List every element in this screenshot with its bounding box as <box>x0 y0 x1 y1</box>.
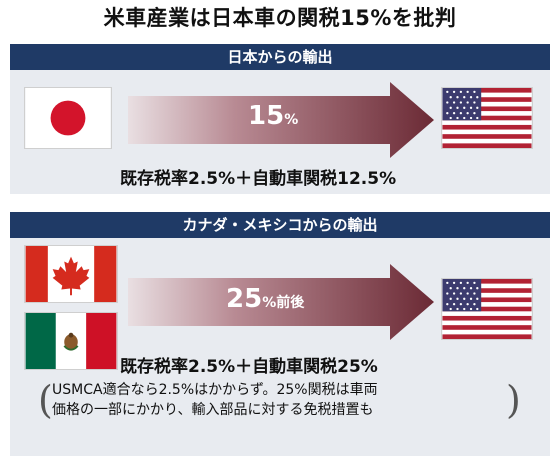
us-flag-japan-panel <box>441 87 533 149</box>
canada-mexico-export-header: カナダ・メキシコからの輸出 <box>10 212 550 238</box>
japan-export-arrow <box>128 82 434 158</box>
mexico-flag <box>24 312 118 370</box>
us-flag-canada-mexico-panel <box>441 278 533 340</box>
canada-mexico-tariff-value: 25 <box>226 284 263 314</box>
japan-rate-breakdown: 既存税率2.5%＋自動車関税12.5% <box>120 169 397 189</box>
figure-title: 米車産業は日本車の関税15%を批判 <box>103 6 457 30</box>
canada-flag <box>24 245 118 303</box>
note-open-paren: ( <box>38 378 53 422</box>
usmca-note-line-2: 価格の一部にかかり、輸入部品に対する免税措置も <box>52 402 374 418</box>
canada-mexico-tariff-unit: %前後 <box>262 295 305 311</box>
usmca-note: USMCA適合なら2.5%はかからず。25%関税は車両 価格の一部にかかり、輸入… <box>52 380 500 420</box>
japan-tariff-value: 15 <box>248 101 285 131</box>
canada-mexico-tariff-label: 25%前後 <box>226 284 304 314</box>
note-close-paren: ) <box>506 378 521 422</box>
japan-tariff-unit: % <box>284 112 299 128</box>
usmca-note-line-1: USMCA適合なら2.5%はかからず。25%関税は車両 <box>52 382 378 398</box>
japan-flag <box>24 87 112 149</box>
japan-export-header: 日本からの輸出 <box>10 44 550 70</box>
canada-mexico-export-arrow <box>128 264 434 340</box>
japan-tariff-label: 15% <box>248 101 298 131</box>
canada-mexico-rate-breakdown: 既存税率2.5%＋自動車関税25% <box>120 357 378 377</box>
